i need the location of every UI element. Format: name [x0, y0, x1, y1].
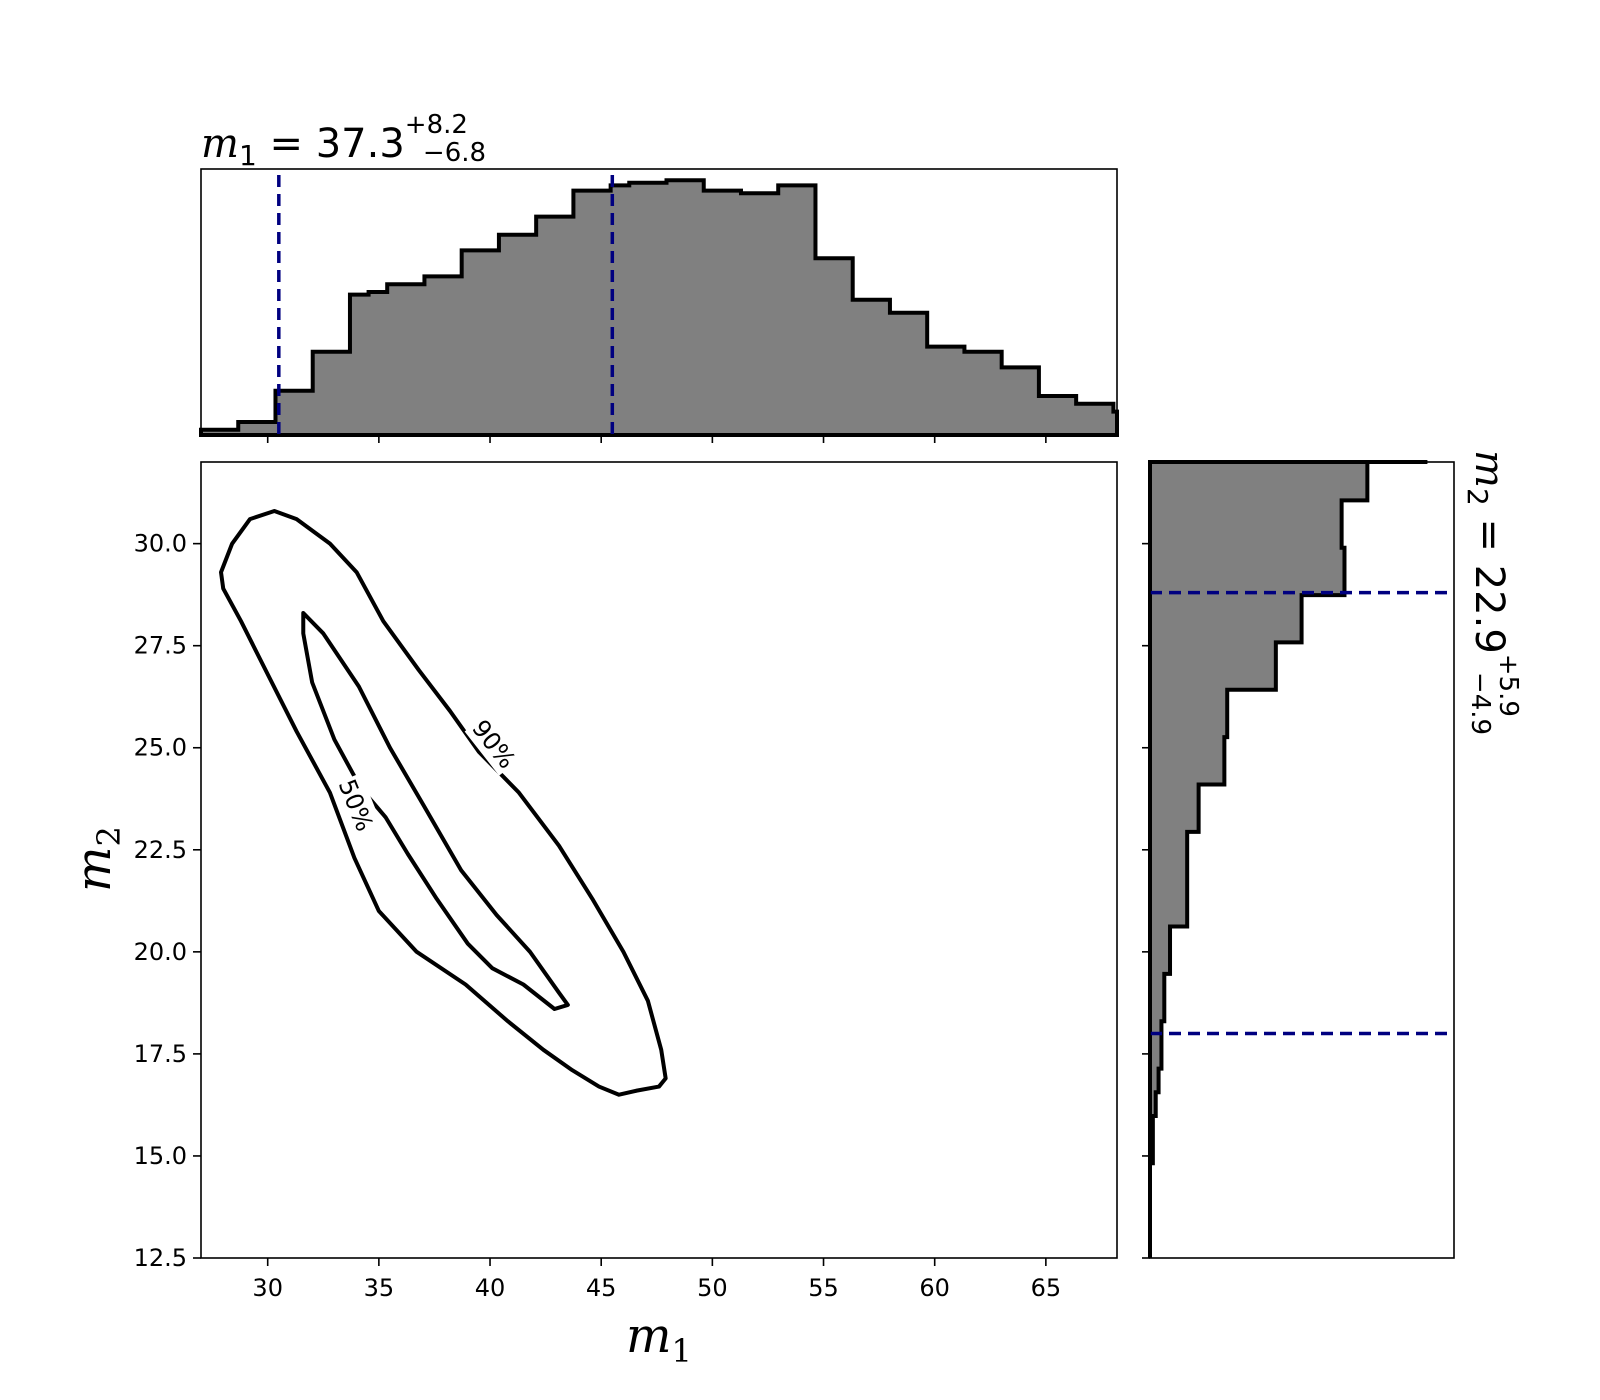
- joint-panel: 90%50% 30 35 40 45 50 55 60 65 12.5 15.0 17.5 20.0…: [66, 461, 1118, 1370]
- joint-xtick-label: 30: [252, 1274, 283, 1302]
- contours: 90%50%: [219, 508, 668, 1097]
- m2-title: m2 = 22.9+5.9−4.9: [1461, 450, 1523, 735]
- contour-50: [301, 611, 570, 1011]
- m1-histogram: [199, 178, 1119, 437]
- y-axis-label: m2: [66, 826, 128, 892]
- joint-ytick-label: 25.0: [134, 734, 187, 762]
- joint-xtick-label: 60: [919, 1274, 950, 1302]
- joint-xtick-label: 45: [586, 1274, 617, 1302]
- joint-xtick-label: 55: [808, 1274, 839, 1302]
- joint-xtick-label: 35: [364, 1274, 395, 1302]
- joint-ytick-label: 30.0: [134, 530, 187, 558]
- contour-90: [219, 508, 668, 1097]
- right-marginal-panel: m2 = 22.9+5.9−4.9: [1142, 450, 1523, 1259]
- contour-label-bg: [331, 772, 382, 837]
- m1-title: m1 = 37.3+8.2 −6.8: [201, 110, 486, 172]
- joint-ytick-label: 15.0: [134, 1142, 187, 1170]
- top-axes-frame: [200, 168, 1118, 436]
- joint-ytick-label: 12.5: [134, 1244, 187, 1272]
- joint-xtick-label: 40: [475, 1274, 506, 1302]
- m2-histogram: [1148, 460, 1428, 1258]
- joint-ytick-label: 22.5: [134, 836, 187, 864]
- joint-ytick-label: 27.5: [134, 632, 187, 660]
- right-yticks: [1142, 542, 1150, 1259]
- top-xticks: [266, 435, 1047, 443]
- joint-ytick-label: 17.5: [134, 1040, 187, 1068]
- joint-axes-frame: [200, 461, 1118, 1259]
- joint-xtick-label: 65: [1031, 1274, 1062, 1302]
- top-marginal-panel: m1 = 37.3+8.2 −6.8: [199, 110, 1119, 443]
- joint-xticks: 30 35 40 45 50 55 60 65: [252, 1258, 1061, 1302]
- joint-ytick-label: 20.0: [134, 938, 187, 966]
- joint-yticks: 12.5 15.0 17.5 20.0 22.5 25.0 27.5 30.0: [134, 530, 201, 1272]
- x-axis-label: m1: [626, 1308, 692, 1370]
- right-axes-frame: [1149, 461, 1455, 1259]
- contour-label-bg: [464, 711, 525, 776]
- joint-xtick-label: 50: [697, 1274, 728, 1302]
